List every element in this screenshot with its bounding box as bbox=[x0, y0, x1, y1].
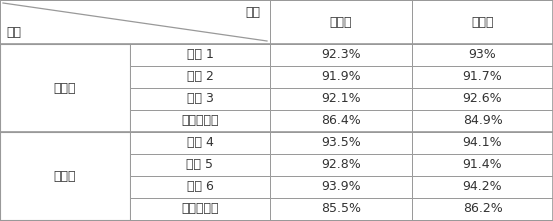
Bar bbox=[412, 66, 553, 88]
Bar bbox=[130, 154, 270, 176]
Text: 86.2%: 86.2% bbox=[463, 202, 502, 215]
Text: 94.1%: 94.1% bbox=[463, 137, 502, 149]
Bar bbox=[130, 176, 270, 198]
Text: 91.7%: 91.7% bbox=[463, 70, 502, 84]
Text: 实例 2: 实例 2 bbox=[186, 70, 213, 84]
Text: 传统测量法: 传统测量法 bbox=[181, 114, 219, 128]
Bar bbox=[270, 132, 412, 154]
Text: 94.2%: 94.2% bbox=[463, 181, 502, 194]
Text: 特异度: 特异度 bbox=[471, 15, 494, 29]
Text: 实例 3: 实例 3 bbox=[186, 93, 213, 105]
Text: 93%: 93% bbox=[468, 48, 497, 61]
Bar bbox=[130, 44, 270, 66]
Text: 实例 1: 实例 1 bbox=[186, 48, 213, 61]
Bar bbox=[0, 132, 130, 220]
Bar bbox=[270, 44, 412, 66]
Text: 方法: 方法 bbox=[6, 26, 21, 39]
Text: 84.9%: 84.9% bbox=[463, 114, 502, 128]
Text: 93.9%: 93.9% bbox=[321, 181, 361, 194]
Bar bbox=[270, 66, 412, 88]
Bar bbox=[270, 110, 412, 132]
Bar bbox=[412, 0, 553, 44]
Text: 92.6%: 92.6% bbox=[463, 93, 502, 105]
Text: 92.8%: 92.8% bbox=[321, 158, 361, 171]
Bar bbox=[412, 88, 553, 110]
Text: 85.5%: 85.5% bbox=[321, 202, 361, 215]
Text: 结果: 结果 bbox=[245, 6, 260, 19]
Bar bbox=[0, 0, 270, 44]
Bar bbox=[412, 44, 553, 66]
Bar bbox=[270, 198, 412, 220]
Text: 86.4%: 86.4% bbox=[321, 114, 361, 128]
Text: 91.4%: 91.4% bbox=[463, 158, 502, 171]
Bar bbox=[130, 132, 270, 154]
Text: 92.1%: 92.1% bbox=[321, 93, 361, 105]
Bar bbox=[412, 110, 553, 132]
Bar bbox=[130, 198, 270, 220]
Text: 91.9%: 91.9% bbox=[321, 70, 361, 84]
Text: 敏感度: 敏感度 bbox=[330, 15, 352, 29]
Text: 实例 5: 实例 5 bbox=[186, 158, 213, 171]
Bar bbox=[130, 110, 270, 132]
Text: 93.5%: 93.5% bbox=[321, 137, 361, 149]
Text: 单导联: 单导联 bbox=[54, 82, 76, 95]
Bar bbox=[412, 132, 553, 154]
Bar bbox=[412, 176, 553, 198]
Bar bbox=[130, 66, 270, 88]
Bar bbox=[270, 176, 412, 198]
Text: 传统测量法: 传统测量法 bbox=[181, 202, 219, 215]
Text: 92.3%: 92.3% bbox=[321, 48, 361, 61]
Text: 多导联: 多导联 bbox=[54, 170, 76, 183]
Bar bbox=[270, 154, 412, 176]
Text: 实例 4: 实例 4 bbox=[186, 137, 213, 149]
Bar bbox=[270, 88, 412, 110]
Bar bbox=[412, 198, 553, 220]
Bar bbox=[270, 0, 412, 44]
Bar bbox=[0, 44, 130, 132]
Bar bbox=[130, 88, 270, 110]
Text: 实例 6: 实例 6 bbox=[186, 181, 213, 194]
Bar bbox=[412, 154, 553, 176]
